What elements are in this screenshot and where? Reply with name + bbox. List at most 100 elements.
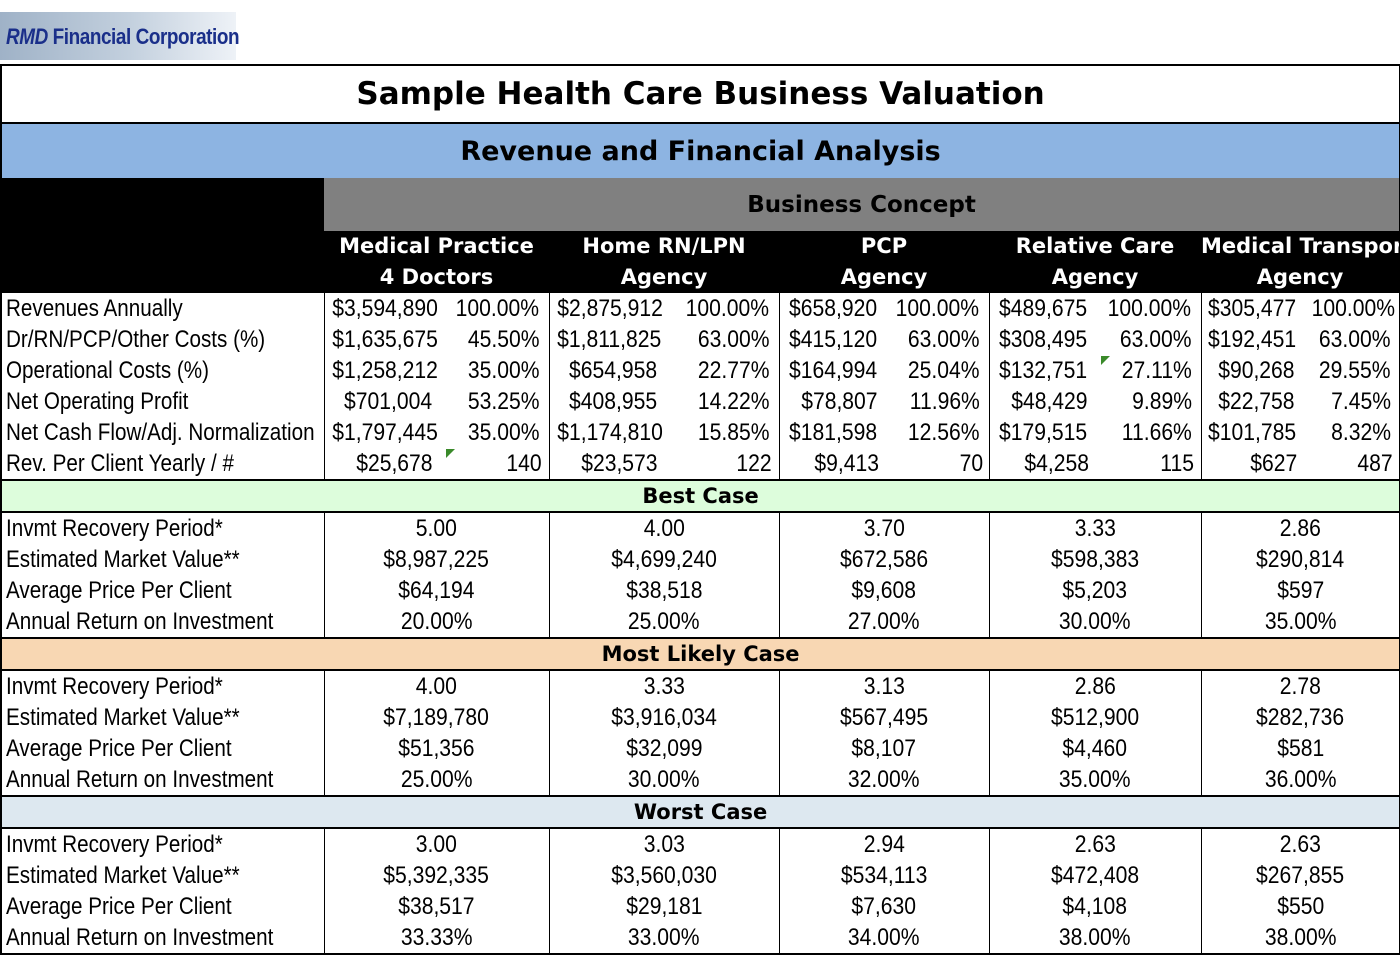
case-value-cell: 3.03 bbox=[548, 828, 779, 860]
percent-value: 100.00% bbox=[685, 294, 769, 322]
row-label-text: Net Cash Flow/Adj. Normalization bbox=[6, 418, 315, 446]
amount-cell: $181,598 bbox=[778, 417, 889, 448]
row-label-text: Invmt Recovery Period* bbox=[6, 672, 223, 700]
amount-value: $1,797,445 bbox=[331, 418, 438, 446]
row-label-text: Net Operating Profit bbox=[6, 387, 189, 415]
case-value: $38,517 bbox=[398, 892, 475, 920]
case-value-cell: 30.00% bbox=[548, 764, 779, 796]
amount-cell: $4,258 bbox=[988, 448, 1099, 480]
case-value-cell: $5,392,335 bbox=[323, 860, 549, 891]
percent-cell: 115 bbox=[1099, 448, 1201, 480]
case-value-cell: 3.13 bbox=[778, 670, 989, 702]
amount-cell: $1,258,212 bbox=[323, 355, 444, 386]
case-value-cell: $550 bbox=[1200, 891, 1400, 922]
case-value-cell: $8,987,225 bbox=[323, 544, 549, 575]
case-value-cell: $9,608 bbox=[778, 575, 989, 606]
amount-value: $1,174,810 bbox=[556, 418, 663, 446]
case-value: 3.33 bbox=[1074, 514, 1116, 542]
case-value-cell: 2.86 bbox=[988, 670, 1201, 702]
case-value-cell: $581 bbox=[1200, 733, 1400, 764]
percent-value: 35.00% bbox=[467, 356, 540, 384]
percent-cell: 15.85% bbox=[669, 417, 779, 448]
percent-value: 100.00% bbox=[1311, 294, 1396, 322]
amount-cell: $627 bbox=[1200, 448, 1306, 480]
percent-cell: 12.56% bbox=[889, 417, 989, 448]
case-value: $4,699,240 bbox=[611, 545, 717, 573]
amount-value: $78,807 bbox=[801, 387, 878, 415]
amount-value: $101,785 bbox=[1207, 418, 1296, 446]
percent-value: 9.89% bbox=[1132, 387, 1193, 415]
percent-value: 11.96% bbox=[909, 387, 980, 415]
case-value-cell: 3.33 bbox=[988, 512, 1201, 544]
percent-value: 487 bbox=[1357, 449, 1393, 477]
case-value: 2.78 bbox=[1279, 672, 1321, 700]
row-label-text: Invmt Recovery Period* bbox=[6, 830, 223, 858]
case-value: 36.00% bbox=[1264, 765, 1337, 793]
percent-value: 100.00% bbox=[1107, 294, 1191, 322]
amount-value: $308,495 bbox=[998, 325, 1087, 353]
row-label-text: Operational Costs (%) bbox=[6, 356, 210, 384]
case-value-cell: 32.00% bbox=[778, 764, 989, 796]
amount-cell: $408,955 bbox=[548, 386, 669, 417]
case-value: $597 bbox=[1276, 576, 1324, 604]
percent-value: 53.25% bbox=[467, 387, 540, 415]
amount-value: $3,594,890 bbox=[331, 294, 438, 322]
case-value: 34.00% bbox=[848, 923, 920, 951]
percent-cell: 22.77% bbox=[669, 355, 779, 386]
case-value-cell: $567,495 bbox=[778, 702, 989, 733]
case-value-cell: $29,181 bbox=[548, 891, 779, 922]
percent-value: 12.56% bbox=[907, 418, 980, 446]
amount-cell: $48,429 bbox=[988, 386, 1099, 417]
case-value: $512,900 bbox=[1050, 703, 1140, 731]
row-label-text: Estimated Market Value** bbox=[6, 545, 240, 573]
case-value: $32,099 bbox=[625, 734, 703, 762]
percent-cell: 140 bbox=[444, 448, 549, 480]
column-header-line1: Home RN/LPN bbox=[582, 234, 746, 258]
row-label-text: Average Price Per Client bbox=[6, 734, 232, 762]
percent-cell: 29.55% bbox=[1306, 355, 1400, 386]
case-row: Annual Return on Investment 20.00% 25.00% 2… bbox=[0, 606, 1400, 638]
amount-cell: $9,413 bbox=[778, 448, 889, 480]
percent-value: 8.32% bbox=[1331, 418, 1392, 446]
case-row: Estimated Market Value** $7,189,780 $3,916… bbox=[0, 702, 1400, 733]
case-value: $472,408 bbox=[1050, 861, 1140, 889]
case-value: $267,855 bbox=[1256, 861, 1345, 889]
case-value-cell: $5,203 bbox=[988, 575, 1201, 606]
financial-row: Revenues Annually $3,594,890 100.00% $2,875… bbox=[0, 293, 1400, 324]
case-value: $8,987,225 bbox=[383, 545, 490, 573]
percent-cell: 100.00% bbox=[889, 293, 989, 324]
financial-row: Operational Costs (%) $1,258,212 35.00% $65… bbox=[0, 355, 1400, 386]
amount-cell: $489,675 bbox=[988, 293, 1099, 324]
case-value: 3.03 bbox=[643, 830, 685, 858]
case-value: 3.13 bbox=[863, 672, 905, 700]
case-value-cell: 30.00% bbox=[988, 606, 1201, 638]
row-label: Net Operating Profit bbox=[0, 386, 324, 417]
amount-cell: $1,635,675 bbox=[323, 324, 444, 355]
amount-cell: $654,958 bbox=[548, 355, 669, 386]
percent-cell: 27.11% bbox=[1099, 355, 1201, 386]
case-value-cell: $4,699,240 bbox=[548, 544, 779, 575]
case-value: 25.00% bbox=[400, 765, 473, 793]
percent-cell: 8.32% bbox=[1306, 417, 1400, 448]
percent-value: 63.00% bbox=[1318, 325, 1391, 353]
case-value: 35.00% bbox=[1059, 765, 1131, 793]
percent-cell: 35.00% bbox=[444, 355, 549, 386]
percent-value: 63.00% bbox=[907, 325, 980, 353]
case-value-cell: $38,518 bbox=[548, 575, 779, 606]
case-value: 4.00 bbox=[643, 514, 685, 542]
case-value: 5.00 bbox=[415, 514, 458, 542]
amount-cell: $101,785 bbox=[1200, 417, 1306, 448]
amount-value: $25,678 bbox=[356, 449, 433, 477]
column-header-line2: Agency bbox=[1256, 265, 1344, 289]
case-value: 2.63 bbox=[1279, 830, 1321, 858]
case-value-cell: $672,586 bbox=[778, 544, 989, 575]
case-value-cell: $32,099 bbox=[548, 733, 779, 764]
column-header: Relative Care Agency bbox=[989, 231, 1201, 293]
percent-cell: 9.89% bbox=[1099, 386, 1201, 417]
case-value-cell: $7,630 bbox=[778, 891, 989, 922]
case-row: Invmt Recovery Period* 5.00 4.00 3.70 3.33 2.… bbox=[0, 512, 1400, 544]
amount-value: $22,758 bbox=[1218, 387, 1295, 415]
amount-value: $48,429 bbox=[1011, 387, 1088, 415]
amount-value: $4,258 bbox=[1023, 449, 1089, 477]
case-value-cell: $8,107 bbox=[778, 733, 989, 764]
